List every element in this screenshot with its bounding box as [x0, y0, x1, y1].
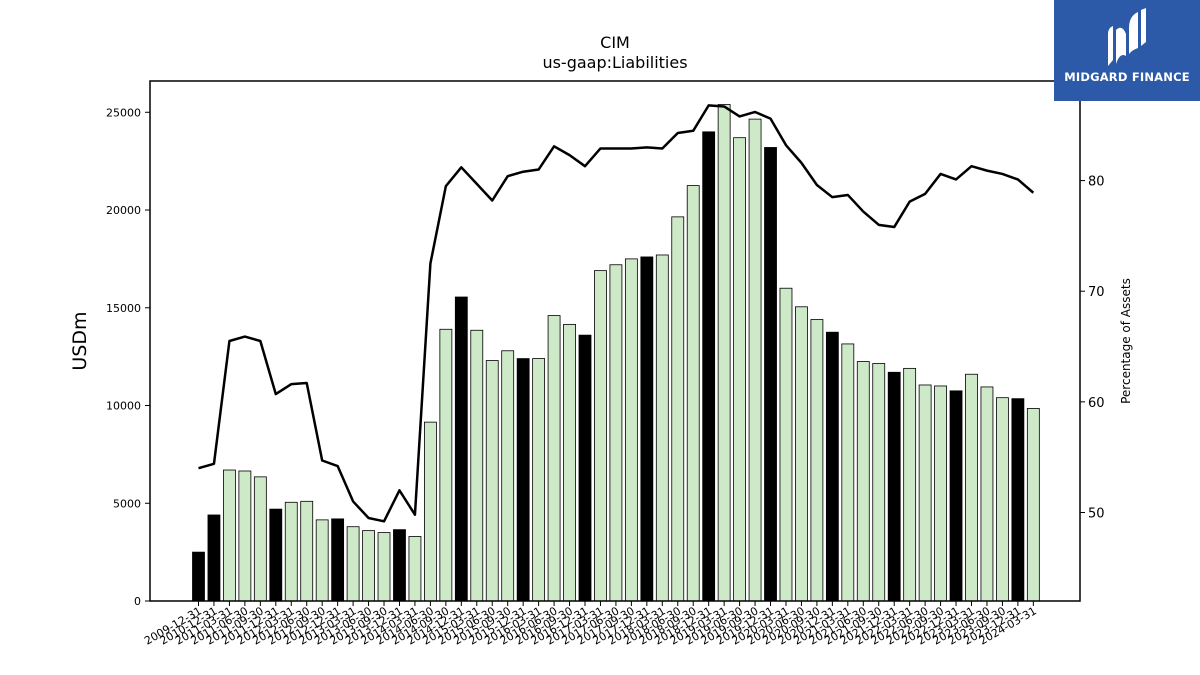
y2-tick-label: 60 — [1088, 396, 1105, 411]
bar-2018-03-31 — [655, 254, 669, 602]
bar-2022-06-30 — [918, 384, 932, 602]
bar-2016-03-31 — [532, 358, 546, 602]
bar-2011-03-31 — [223, 469, 236, 602]
bar-2012-06-30 — [300, 500, 314, 602]
y-tick-label: 10000 — [106, 400, 141, 413]
chart-title: CIM — [600, 33, 630, 52]
bar-2018-12-31 — [702, 131, 716, 602]
bar-2010-12-31 — [207, 514, 221, 602]
bar-series — [192, 104, 1040, 602]
bar-2014-09-30 — [439, 328, 453, 602]
bar-2014-06-30 — [423, 421, 437, 602]
bar-2015-03-31 — [470, 329, 484, 602]
axes — [149, 80, 1081, 602]
bar-2020-03-31 — [779, 287, 793, 602]
bar-2011-06-30 — [238, 470, 252, 602]
bar-2022-12-31 — [949, 390, 963, 602]
bar-2013-03-31 — [346, 526, 360, 602]
bar-2023-06-30 — [980, 386, 994, 602]
bar-2020-06-30 — [795, 306, 808, 602]
bar-2014-03-31 — [408, 536, 422, 602]
bar-2019-12-31 — [764, 147, 777, 602]
bar-2014-12-31 — [454, 296, 468, 602]
bar-2024-03-31 — [1026, 408, 1040, 602]
bar-2022-09-30 — [934, 385, 947, 602]
y2-tick-label: 70 — [1088, 285, 1105, 300]
y-tick-label: 15000 — [106, 302, 141, 315]
bar-2022-03-31 — [903, 367, 917, 602]
y-tick-label: 5000 — [113, 497, 141, 510]
logo-text: MIDGARD FINANCE — [1064, 70, 1190, 84]
logo: MIDGARD FINANCE — [1054, 0, 1200, 101]
y2-axis-ticks: 50 60 70 80 — [1080, 175, 1105, 521]
bar-2015-12-31 — [516, 358, 530, 602]
bar-2021-03-31 — [841, 343, 855, 602]
bar-2015-09-30 — [501, 350, 515, 602]
bar-2017-06-30 — [609, 264, 623, 602]
line-series — [198, 104, 1035, 523]
y-tick-label: 25000 — [106, 106, 141, 119]
bar-2019-09-30 — [748, 118, 762, 602]
bar-2019-03-31 — [717, 104, 731, 602]
y-tick-label: 20000 — [106, 204, 141, 217]
bar-2012-12-31 — [331, 518, 345, 602]
percentage-line — [198, 104, 1035, 523]
y2-tick-label: 50 — [1088, 506, 1105, 521]
bar-2016-06-30 — [547, 315, 561, 602]
y-axis-ticks: 0 5000 10000 15000 20000 25000 — [106, 106, 150, 608]
bar-2013-12-31 — [393, 529, 406, 602]
bar-2021-12-31 — [887, 371, 901, 602]
bar-2012-03-31 — [284, 501, 298, 602]
y-axis-label: USDm — [69, 311, 91, 370]
y2-axis-label: Percentage of Assets — [1119, 278, 1133, 404]
bar-2013-06-30 — [362, 530, 375, 602]
bar-2013-09-30 — [377, 532, 391, 602]
bar-2016-12-31 — [578, 334, 592, 602]
bar-2016-09-30 — [563, 323, 576, 602]
bar-2023-09-30 — [996, 397, 1009, 602]
bar-2023-12-31 — [1011, 398, 1025, 602]
x-axis-ticks: 2009-12-312010-12-312011-03-312011-06-30… — [142, 601, 1039, 648]
bar-2011-09-30 — [253, 476, 267, 602]
chart-subtitle: us-gaap:Liabilities — [542, 53, 687, 72]
bar-2018-09-30 — [686, 185, 700, 602]
bar-2017-03-31 — [594, 270, 607, 602]
bar-2018-06-30 — [671, 216, 685, 602]
bar-2021-06-30 — [856, 361, 870, 602]
bar-2020-12-31 — [825, 331, 839, 602]
bar-2017-12-31 — [640, 256, 654, 602]
bar-2017-09-30 — [624, 258, 638, 602]
bar-2011-12-31 — [269, 508, 283, 602]
y2-tick-label: 80 — [1088, 175, 1105, 190]
bar-2023-03-31 — [965, 373, 978, 602]
plot-frame — [149, 80, 1081, 602]
bar-2021-09-30 — [872, 363, 886, 602]
bar-2009-12-31 — [192, 551, 205, 602]
bar-2015-06-30 — [485, 360, 499, 602]
bar-2020-09-30 — [810, 319, 824, 602]
bar-2012-09-30 — [315, 519, 329, 602]
y-tick-label: 0 — [134, 595, 141, 608]
bar-2019-06-30 — [733, 137, 746, 602]
logo-mark-icon — [1108, 8, 1146, 66]
